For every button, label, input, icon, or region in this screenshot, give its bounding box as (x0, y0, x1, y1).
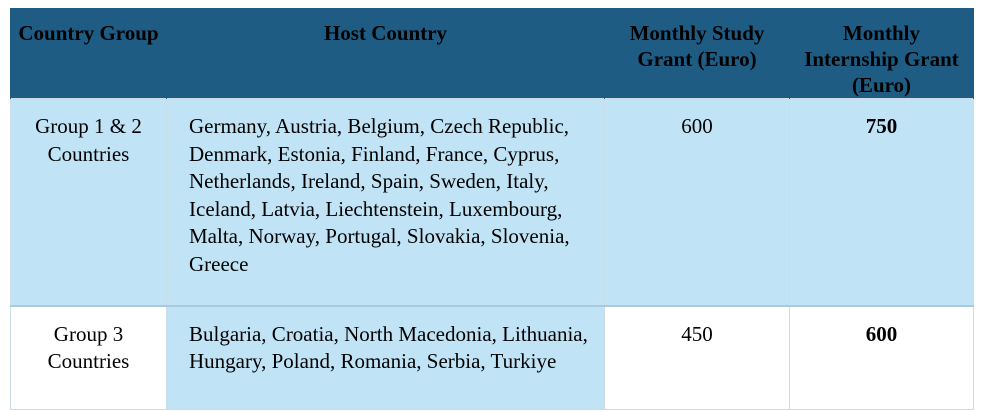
header-country-group: Country Group (10, 8, 167, 99)
internship-grant-cell: 600 (789, 305, 974, 410)
header-host-country: Host Country (166, 8, 605, 99)
table-header-row: Country Group Host Country Monthly Study… (10, 8, 974, 99)
study-grant-cell: 450 (604, 305, 790, 410)
study-grant-cell: 600 (604, 98, 790, 306)
country-group-cell: Group 1 & 2 Countries (10, 98, 167, 306)
host-country-cell: Bulgaria, Croatia, North Macedonia, Lith… (166, 305, 605, 410)
table-row: Group 3 Countries Bulgaria, Croatia, Nor… (10, 305, 974, 410)
internship-grant-cell: 750 (789, 98, 974, 306)
header-internship-grant: Monthly Internship Grant (Euro) (789, 8, 974, 99)
country-group-cell: Group 3 Countries (10, 305, 167, 410)
grant-table: Country Group Host Country Monthly Study… (10, 8, 974, 410)
header-study-grant: Monthly Study Grant (Euro) (604, 8, 790, 99)
table-row: Group 1 & 2 Countries Germany, Austria, … (10, 98, 974, 306)
host-country-cell: Germany, Austria, Belgium, Czech Republi… (166, 98, 605, 306)
